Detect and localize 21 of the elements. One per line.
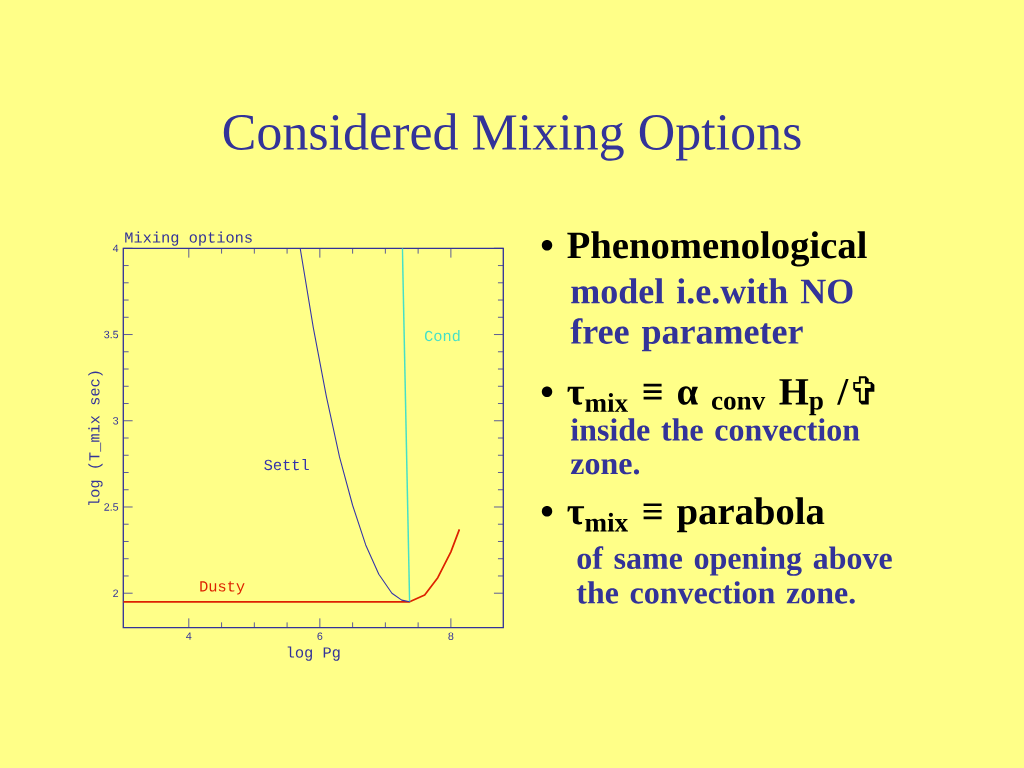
x-tick-label: 4 — [186, 632, 192, 640]
y-tick-label: 4 — [112, 244, 119, 252]
x-axis-title: log Pg — [287, 646, 340, 661]
y-tick-label: 2.5 — [104, 503, 119, 511]
text: • τ$_{mix}$ ≡ parabola — [541, 497, 825, 533]
chart-subtitle: Mixing options — [125, 231, 252, 246]
x-tick-label: 8 — [448, 632, 454, 640]
y-tick-label: 3 — [113, 416, 119, 425]
series-label: Settl — [264, 458, 309, 471]
series-label: Cond — [424, 329, 460, 342]
y-axis-title: log (T_mix sec) — [88, 371, 103, 506]
text: • Phenomenological — [541, 231, 867, 267]
chart-title: Considered Mixing Options — [223, 113, 801, 161]
text: of same opening above the convection zone. — [576, 546, 892, 604]
series-label: Dusty — [200, 581, 245, 595]
x-tick-label: 6 — [317, 632, 323, 640]
text: • τ$_{mix}$ ≡ α $_{conv}$ H$_{p}$ /✞ — [541, 376, 875, 416]
text: model i.e.with NO free parameter — [570, 278, 853, 352]
y-tick-label: 3.5 — [104, 330, 119, 339]
text: inside the convection zone. — [570, 418, 860, 475]
y-tick-label: 2 — [113, 589, 119, 597]
